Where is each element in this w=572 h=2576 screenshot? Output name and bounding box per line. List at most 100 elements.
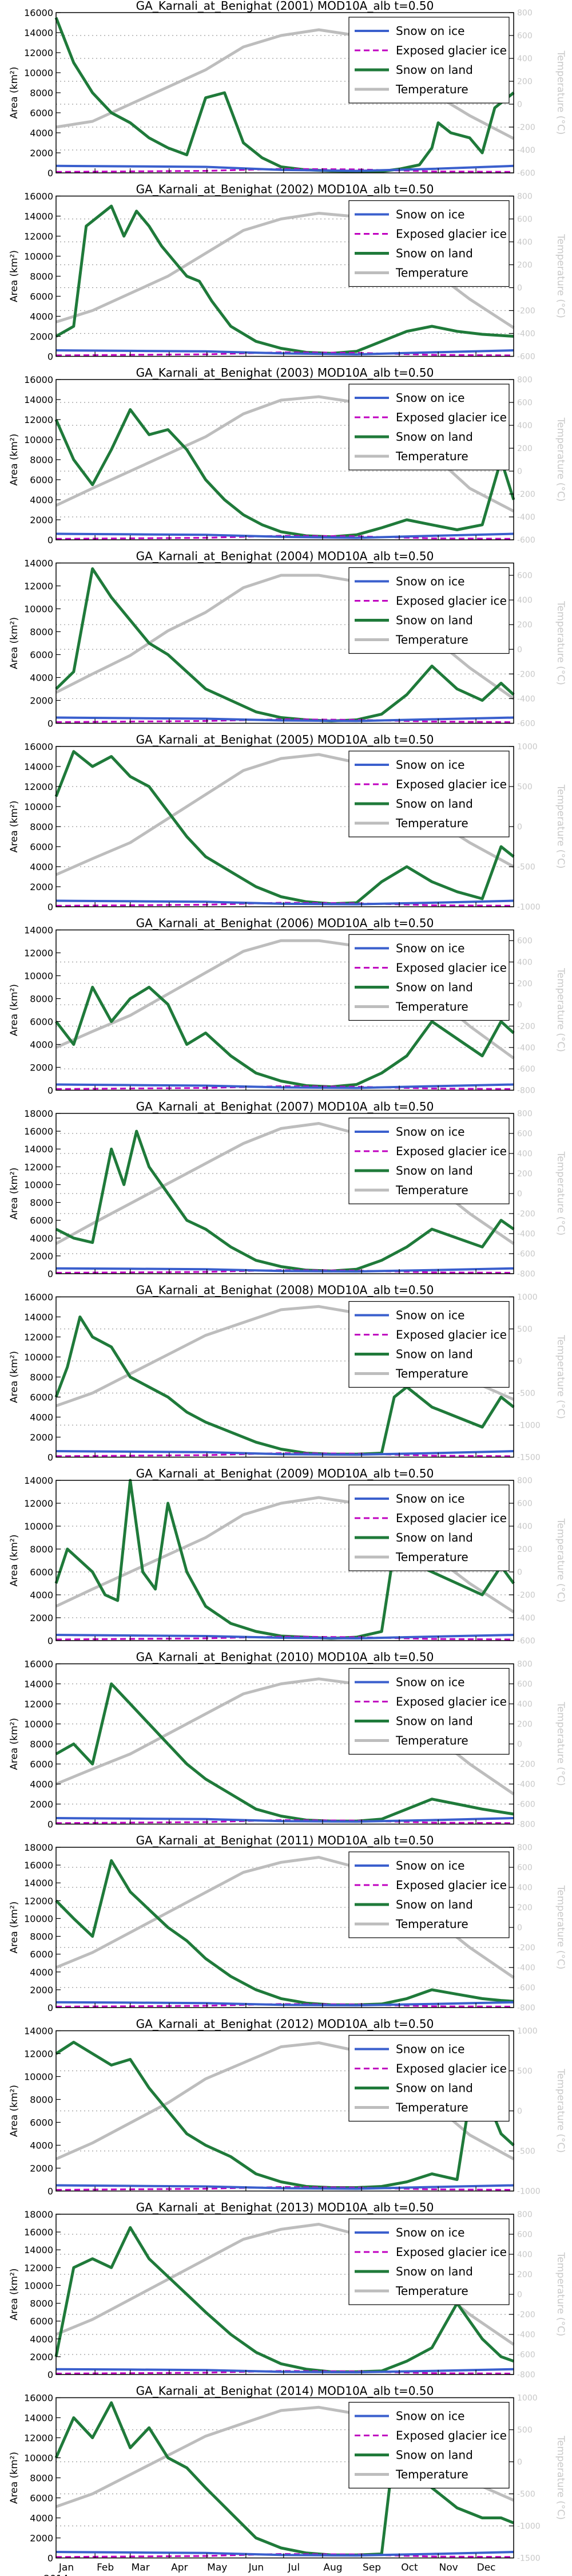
y2-tick-label: 600 — [517, 1499, 533, 1508]
legend-label-temperature: Temperature — [395, 2284, 468, 2298]
x-tick-label: Oct — [401, 2562, 418, 2574]
y-tick-label: 0 — [47, 1269, 53, 1279]
y-tick-label: 8000 — [30, 2095, 53, 2105]
y2-tick-label: 0 — [517, 1923, 522, 1933]
y2-tick-label: 500 — [517, 1325, 533, 1334]
y2-tick-label: -1000 — [517, 2522, 541, 2531]
series-line-snow-on-ice — [55, 1083, 514, 1089]
y2-axis-label: Temperature (°C) — [555, 50, 566, 135]
y2-tick-label: -1500 — [517, 2554, 541, 2563]
legend-label-snow-on-land: Snow on land — [396, 63, 473, 77]
chart-panel: GA_Karnali_at_Benighat (2010) MOD10A_alb… — [9, 1650, 566, 1830]
legend-label-snow-on-land: Snow on land — [396, 2081, 473, 2095]
y2-tick-label: -500 — [517, 863, 535, 872]
y-tick-label: 10000 — [24, 434, 53, 445]
legend-label-snow-on-ice: Snow on ice — [396, 208, 464, 222]
series-line-snow-on-land — [54, 750, 515, 906]
y2-tick-label: -400 — [517, 1614, 535, 1623]
y-tick-label: 16000 — [24, 374, 53, 385]
y-tick-label: 16000 — [24, 1126, 53, 1137]
chart-panel: GA_Karnali_at_Benighat (2005) MOD10A_alb… — [9, 733, 566, 912]
y2-tick-label: -600 — [517, 536, 535, 545]
chart-title: GA_Karnali_at_Benighat (2011) MOD10A_alb… — [136, 1834, 434, 1847]
legend-label-snow-on-land: Snow on land — [396, 1348, 473, 1361]
y-axis-label: Area (km²) — [9, 2268, 20, 2320]
chart-panel: GA_Karnali_at_Benighat (2001) MOD10A_alb… — [9, 0, 566, 179]
chart-title: GA_Karnali_at_Benighat (2008) MOD10A_alb… — [136, 1283, 434, 1297]
chart-title: GA_Karnali_at_Benighat (2007) MOD10A_alb… — [136, 1100, 434, 1113]
y2-axis-label: Temperature (°C) — [555, 1885, 566, 1970]
y2-tick-label: 600 — [517, 1863, 533, 1872]
y-tick-label: 4000 — [30, 1233, 53, 1244]
y2-tick-label: 800 — [517, 376, 533, 385]
y-tick-label: 10000 — [24, 801, 53, 812]
y-tick-label: 0 — [47, 535, 53, 546]
y2-tick-label: -400 — [517, 1780, 535, 1789]
y-tick-label: 12000 — [24, 231, 53, 242]
y2-tick-label: -400 — [517, 330, 535, 339]
y2-tick-label: 500 — [517, 2067, 533, 2076]
y-tick-label: 0 — [47, 1452, 53, 1463]
y-tick-label: 6000 — [30, 2117, 53, 2128]
y-tick-label: 2000 — [30, 1799, 53, 1810]
y2-tick-label: -400 — [517, 2330, 535, 2340]
y-tick-label: 12000 — [24, 2262, 53, 2273]
chart-panel: GA_Karnali_at_Benighat (2002) MOD10A_alb… — [9, 183, 566, 362]
series-line-snow-on-ice — [55, 2184, 514, 2190]
y-tick-label: 10000 — [24, 1352, 53, 1363]
legend: Snow on ice Exposed glacier ice Snow on la… — [348, 17, 510, 104]
legend: Snow on ice Exposed glacier ice Snow on la… — [348, 2034, 510, 2122]
y-tick-label: 16000 — [24, 2393, 53, 2404]
legend-label-exposed-glacier-ice: Exposed glacier ice — [396, 1511, 507, 1525]
chart-panel: GA_Karnali_at_Benighat (2004) MOD10A_alb… — [9, 550, 566, 729]
y2-tick-label: 500 — [517, 2426, 533, 2435]
legend-label-temperature: Temperature — [395, 2101, 468, 2115]
legend-label-exposed-glacier-ice: Exposed glacier ice — [396, 227, 507, 241]
chart-title: GA_Karnali_at_Benighat (2003) MOD10A_alb… — [136, 366, 434, 380]
y-tick-label: 0 — [47, 902, 53, 912]
y2-tick-label: 400 — [517, 596, 533, 605]
y-axis-label: Area (km²) — [9, 250, 20, 302]
y2-tick-label: -400 — [517, 1230, 535, 1239]
y2-tick-label: 200 — [517, 1170, 533, 1179]
series-line-snow-on-ice — [55, 164, 514, 172]
y-tick-label: 12000 — [24, 48, 53, 58]
y2-tick-label: -600 — [517, 1250, 535, 1259]
series-line-snow-on-ice — [55, 1450, 514, 1456]
y2-tick-label: -600 — [517, 1637, 535, 1646]
y-tick-label: 10000 — [24, 2280, 53, 2291]
y2-tick-label: 400 — [517, 54, 533, 64]
y2-tick-label: -200 — [517, 1210, 535, 1219]
y-tick-label: 10000 — [24, 604, 53, 615]
y-tick-label: 12000 — [24, 781, 53, 792]
legend-label-exposed-glacier-ice: Exposed glacier ice — [396, 1878, 507, 1892]
y2-tick-label: 0 — [517, 1001, 522, 1010]
y2-tick-label: 1000 — [517, 2027, 538, 2036]
y-tick-label: 2000 — [30, 2163, 53, 2174]
y-tick-label: 0 — [47, 351, 53, 362]
y2-tick-label: 600 — [517, 1129, 533, 1139]
y-axis-label: Area (km²) — [9, 800, 20, 852]
chart-title: GA_Karnali_at_Benighat (2006) MOD10A_alb… — [136, 916, 434, 930]
y2-tick-label: -800 — [517, 2370, 535, 2380]
legend-label-snow-on-ice: Snow on ice — [396, 2226, 464, 2239]
y-tick-label: 8000 — [30, 455, 53, 465]
y-tick-label: 12000 — [24, 1699, 53, 1710]
legend-label-snow-on-land: Snow on land — [396, 430, 473, 444]
legend-label-snow-on-land: Snow on land — [396, 614, 473, 627]
y-tick-label: 8000 — [30, 627, 53, 638]
series-line-snow-on-land — [54, 1315, 515, 1456]
y-tick-label: 8000 — [30, 88, 53, 98]
legend: Snow on ice Exposed glacier ice Snow on la… — [348, 1117, 510, 1204]
y-tick-label: 14000 — [24, 1475, 53, 1486]
y2-axis-label: Temperature (°C) — [555, 600, 566, 685]
x-year-label: 2014 — [43, 2574, 68, 2576]
y-axis-label: Area (km²) — [9, 1351, 20, 1403]
y2-tick-label: 600 — [517, 571, 533, 580]
y-tick-label: 14000 — [24, 2413, 53, 2424]
chart-panel: GA_Karnali_at_Benighat (2014) MOD10A_alb… — [9, 2384, 566, 2564]
x-tick-label: Mar — [132, 2562, 150, 2574]
y-tick-label: 4000 — [30, 1779, 53, 1790]
y-axis-label: Area (km²) — [9, 1167, 20, 1219]
legend-label-temperature: Temperature — [395, 1917, 468, 1931]
